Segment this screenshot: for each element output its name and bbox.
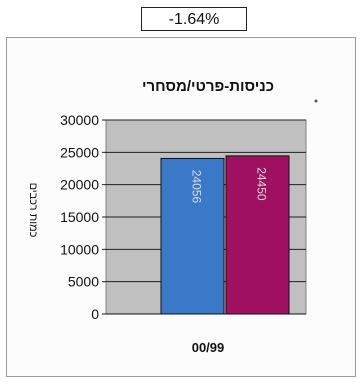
y-tick-label: 0 bbox=[91, 306, 99, 322]
y-tick-label: 15000 bbox=[60, 209, 99, 225]
bar-data-label: 24056 bbox=[190, 170, 204, 204]
percent-change-value: -1.64% bbox=[168, 11, 220, 28]
decorative-dot bbox=[314, 99, 318, 103]
bar-data-label: 24450 bbox=[255, 167, 269, 201]
y-tick-label: 20000 bbox=[60, 177, 99, 193]
x-category-label: 00/99 bbox=[192, 340, 225, 355]
y-tick-label: 30000 bbox=[60, 112, 99, 128]
y-tick-label: 25000 bbox=[60, 144, 99, 160]
chart-title: כניסות-פרטי/מסחרי bbox=[142, 78, 274, 95]
percent-change-box: -1.64% bbox=[141, 7, 247, 31]
bar-1 bbox=[160, 157, 225, 315]
y-tick-label: 10000 bbox=[60, 241, 99, 257]
y-axis-label: כמות רכבים bbox=[27, 183, 39, 238]
y-tick-label: 5000 bbox=[68, 274, 99, 290]
y-axis-ticks: 30000 25000 20000 15000 10000 5000 0 bbox=[60, 112, 106, 322]
